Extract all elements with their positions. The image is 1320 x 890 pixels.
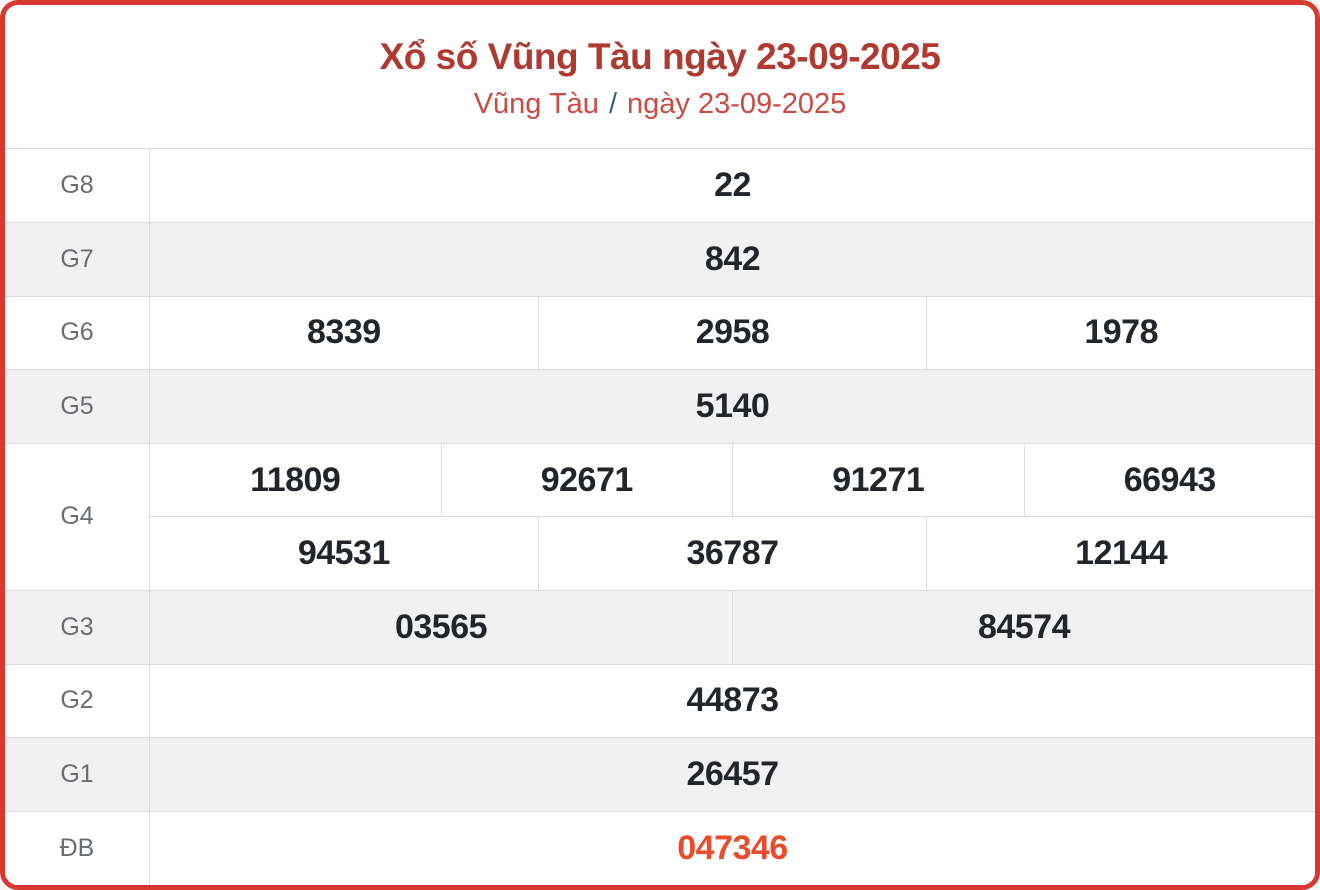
prize-number: 12144 xyxy=(926,517,1315,590)
table-row-g7: G7 842 xyxy=(5,221,1315,296)
prize-label-g5: G5 xyxy=(5,370,150,444)
prize-number: 94531 xyxy=(297,534,391,573)
table-row-g1: G1 26457 xyxy=(5,737,1315,812)
breadcrumb: Vũng Tàu / ngày 23-09-2025 xyxy=(474,88,847,121)
prize-number: 91271 xyxy=(732,444,1024,517)
prize-number: 92671 xyxy=(440,444,733,517)
table-row-g4: G4 11809 92671 91271 66943 94531 36787 1… xyxy=(5,443,1315,590)
table-row-g5: G5 5140 xyxy=(5,369,1315,444)
prize-label-g4: G4 xyxy=(5,444,150,590)
prize-number: 84574 xyxy=(732,590,1315,664)
prize-number: 36787 xyxy=(537,517,927,590)
prize-number: 03565 xyxy=(394,607,488,646)
prize-number: 22 xyxy=(714,165,751,204)
prize-number: 5140 xyxy=(695,387,770,426)
breadcrumb-separator: / xyxy=(608,88,617,120)
special-prize-number: 047346 xyxy=(677,829,788,868)
breadcrumb-region-link[interactable]: Vũng Tàu xyxy=(473,88,599,120)
prize-label-g8: G8 xyxy=(5,149,150,222)
prize-number: 26457 xyxy=(686,755,779,794)
prize-number: 11809 xyxy=(250,460,341,499)
prize-label-g1: G1 xyxy=(5,738,150,812)
table-row-g6: G6 8339 2958 1978 xyxy=(5,295,1315,370)
prize-number: 842 xyxy=(704,239,761,278)
header: Xổ số Vũng Tàu ngày 23-09-2025 Vũng Tàu … xyxy=(5,5,1315,148)
prize-label-g2: G2 xyxy=(5,664,150,738)
table-row-db: ĐB 047346 xyxy=(5,811,1315,885)
prize-number: 1978 xyxy=(926,296,1315,370)
table-row-g8: G8 22 xyxy=(5,148,1315,222)
prize-label-g3: G3 xyxy=(5,590,150,664)
table-row-g2: G2 44873 xyxy=(5,663,1315,738)
results-table: G8 22 G7 842 G6 8339 2958 1978 xyxy=(5,148,1315,885)
prize-label-db: ĐB xyxy=(5,812,150,885)
page-title: Xổ số Vũng Tàu ngày 23-09-2025 xyxy=(379,36,941,77)
table-row-g3: G3 03565 84574 xyxy=(5,589,1315,664)
prize-label-g6: G6 xyxy=(5,296,150,370)
prize-label-g7: G7 xyxy=(5,222,150,296)
prize-number: 66943 xyxy=(1023,444,1316,517)
prize-number: 8339 xyxy=(307,313,381,352)
prize-number: 44873 xyxy=(686,681,779,720)
breadcrumb-date-link[interactable]: ngày 23-09-2025 xyxy=(627,88,847,120)
prize-number: 2958 xyxy=(537,296,927,370)
